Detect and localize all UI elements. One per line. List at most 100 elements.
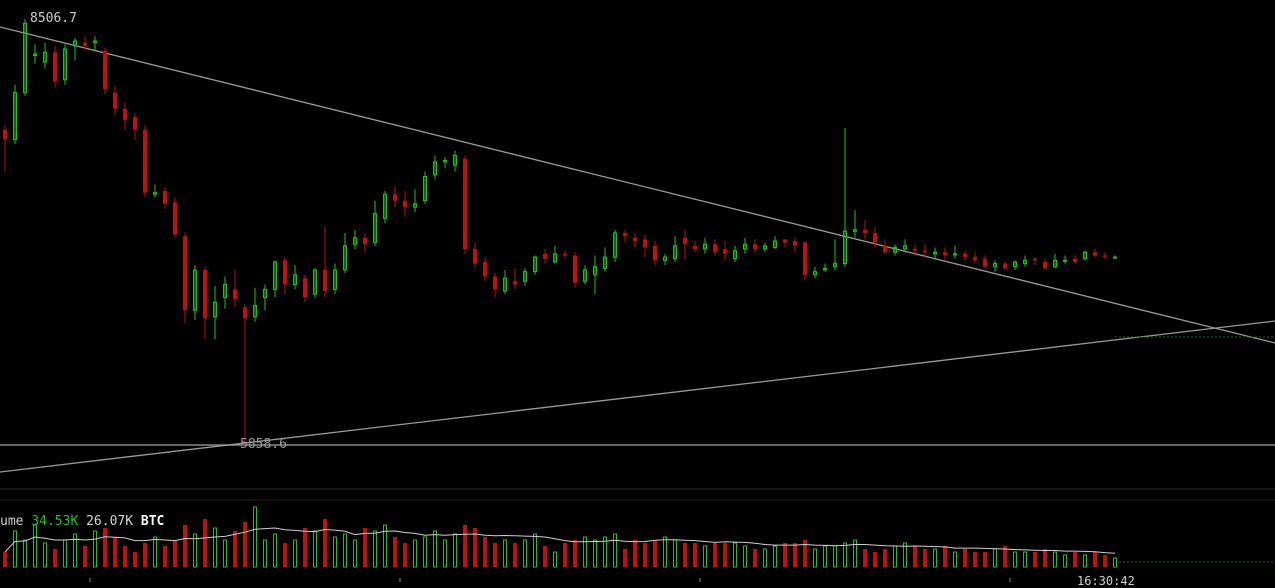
volume-bar — [603, 536, 607, 568]
volume-bar — [1053, 551, 1057, 568]
volume-average-value: 26.07K — [86, 514, 134, 529]
volume-bar — [503, 539, 507, 568]
candle-body — [343, 245, 347, 271]
volume-bar — [703, 545, 707, 568]
volume-bar — [163, 546, 167, 567]
candle-body — [493, 276, 497, 290]
volume-bar — [143, 543, 147, 567]
volume-bar — [483, 537, 487, 567]
candle-body — [193, 269, 197, 311]
candle-body — [833, 263, 837, 268]
candle-body — [123, 108, 127, 121]
descending-trendline — [0, 26, 1275, 344]
candle-body — [593, 266, 597, 276]
candle-body — [413, 203, 417, 208]
candle-body — [303, 278, 307, 298]
volume-bar — [303, 528, 307, 567]
volume-bar — [133, 552, 137, 567]
candle-body — [93, 40, 97, 44]
volume-bar — [753, 549, 757, 567]
volume-bar — [843, 542, 847, 568]
volume-bar — [393, 537, 397, 567]
volume-current-value: 34.53K — [31, 514, 79, 529]
candle-body — [163, 191, 167, 204]
candle-body — [653, 245, 657, 261]
candle-body — [633, 237, 637, 241]
volume-bar — [283, 543, 287, 567]
candle-body — [1003, 263, 1007, 269]
candle-body — [583, 269, 587, 282]
volume-bar — [1063, 554, 1067, 568]
candle-body — [993, 263, 997, 268]
candle-body — [853, 229, 857, 232]
candle-body — [1103, 255, 1107, 258]
candle-body — [563, 253, 567, 256]
candle-body — [1023, 259, 1027, 265]
volume-bar — [333, 536, 337, 568]
volume-bar — [313, 530, 317, 568]
volume-bar — [683, 543, 687, 567]
volume-bar — [913, 546, 917, 567]
volume-unit: BTC — [140, 514, 165, 529]
candle-body — [323, 270, 327, 291]
candle-body — [153, 192, 157, 195]
candle-body — [113, 92, 117, 109]
candle-body — [953, 253, 957, 256]
volume-legend: ume 34.53K 26.07K BTC — [0, 514, 164, 529]
volume-bar — [593, 539, 597, 568]
volume-bar — [523, 539, 527, 568]
volume-bar — [873, 552, 877, 567]
time-axis-label: 16:30:42 — [1077, 574, 1135, 588]
candle-body — [713, 244, 717, 253]
candle-body — [33, 53, 37, 57]
candle-body — [243, 307, 247, 319]
volume-bar — [383, 524, 387, 568]
volume-bar — [923, 549, 927, 567]
volume-bar — [153, 536, 157, 568]
volume-bar — [613, 533, 617, 568]
volume-bar — [973, 552, 977, 567]
candle-body — [43, 51, 47, 63]
volume-bar — [353, 539, 357, 568]
volume-bar — [423, 536, 427, 568]
candle-body — [603, 256, 607, 269]
volume-bar — [633, 540, 637, 567]
candle-body — [1073, 258, 1077, 262]
candle-body — [613, 232, 617, 258]
candle-body — [463, 158, 467, 250]
volume-bar — [803, 540, 807, 567]
candle-body — [483, 261, 487, 277]
volume-bar — [453, 533, 457, 568]
volume-bar — [713, 543, 717, 567]
candle-body — [943, 252, 947, 256]
volume-bar — [1023, 551, 1027, 568]
volume-bar — [233, 531, 237, 567]
candle-body — [13, 92, 17, 140]
volume-bar — [373, 530, 377, 568]
candle-body — [453, 155, 457, 166]
candle-body — [963, 253, 967, 258]
candle-body — [63, 48, 67, 81]
candle-body — [53, 52, 57, 82]
candle-body — [723, 249, 727, 254]
candle-body — [893, 246, 897, 253]
volume-bar — [1013, 551, 1017, 568]
volume-bar — [103, 528, 107, 567]
candle-body — [73, 40, 77, 47]
volume-bar — [793, 543, 797, 567]
candle-body — [803, 242, 807, 275]
volume-bar — [93, 530, 97, 568]
volume-bar — [23, 539, 27, 568]
volume-bar — [653, 540, 657, 567]
candle-body — [473, 249, 477, 264]
volume-bar — [963, 549, 967, 567]
volume-bar — [43, 542, 47, 568]
volume-bar — [993, 548, 997, 568]
volume-bar — [193, 533, 197, 568]
candle-body — [843, 230, 847, 265]
volume-bar — [473, 528, 477, 567]
candle-body — [383, 193, 387, 219]
candle-body — [1083, 251, 1087, 260]
